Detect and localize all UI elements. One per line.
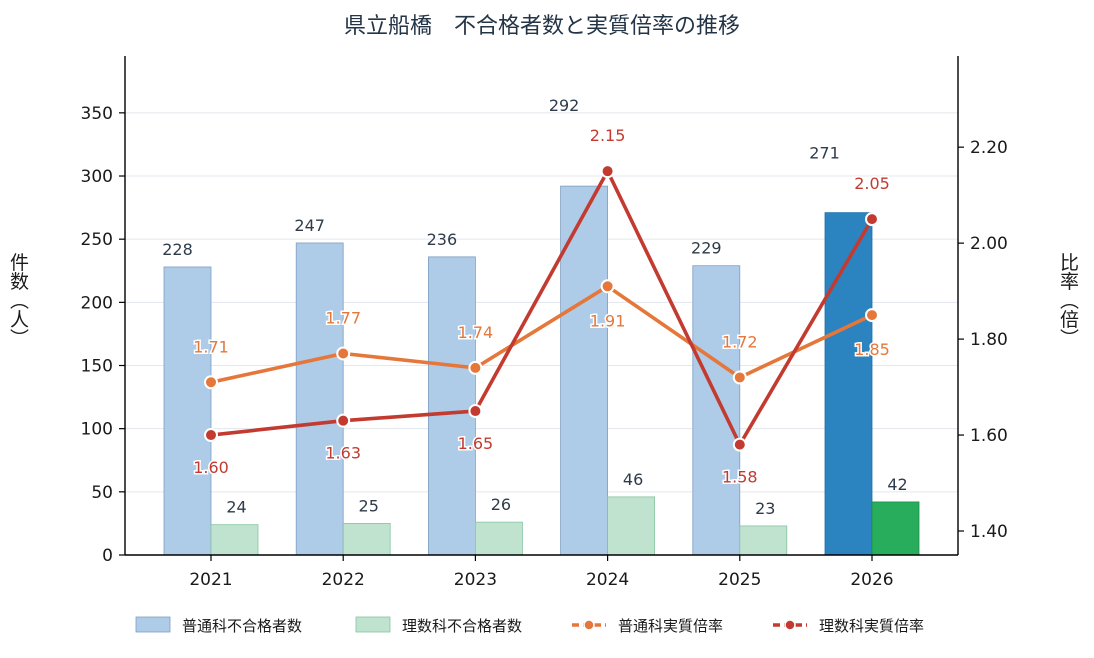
legend-swatch	[355, 616, 391, 633]
rate-general-label: 1.74	[458, 323, 494, 342]
bar-science-label: 26	[491, 495, 511, 514]
rate-general-label: 1.77	[325, 308, 361, 327]
bar-science-label: 23	[755, 499, 775, 518]
bar-science	[342, 523, 391, 556]
point-science-rate	[336, 413, 351, 428]
lines	[204, 164, 879, 452]
rate-science-label: 2.15	[590, 126, 626, 145]
rate-science-label: 1.63	[325, 444, 361, 463]
y-left-tick-label: 100	[81, 420, 113, 440]
legend-marker	[583, 619, 595, 631]
data-labels: 228 24 247 25 236 26 292 46 229 23 271 42 1.71 1.77 1.…	[162, 96, 907, 518]
rate-general-label: 1.72	[722, 332, 758, 351]
point-science-rate	[468, 404, 483, 419]
bar-science	[607, 496, 655, 556]
x-tick-label: 2022	[322, 570, 365, 590]
rate-science-label: 1.60	[193, 458, 229, 477]
y-left-tick-label: 150	[81, 357, 113, 377]
y-right-tick-label: 2.20	[970, 138, 1008, 158]
legend-label: 理数科実質倍率	[819, 617, 924, 635]
axes: 0 50 100 150 200 250 300 350 1.40 1.60 1.80 2.00 2.2…	[81, 56, 1008, 590]
y-axis-right-label: 比率（倍）	[1057, 252, 1079, 347]
chart-title: 県立船橋 不合格者数と実質倍率の推移	[344, 14, 740, 39]
legend-swatch	[135, 616, 171, 633]
point-science-rate	[204, 428, 218, 443]
legend-label: 普通科実質倍率	[618, 617, 723, 635]
bar-science-label: 46	[623, 470, 643, 489]
point-science-rate	[732, 437, 747, 452]
y-right-tick-label: 1.40	[970, 522, 1008, 542]
x-tick-label: 2026	[850, 570, 893, 590]
point-general-rate	[468, 360, 483, 375]
rate-science-label: 1.65	[458, 434, 494, 453]
bar-general	[427, 256, 476, 556]
bar-general-label: 271	[809, 144, 840, 163]
bar-general	[692, 265, 741, 556]
y-axis-left-label: 件数（人）	[7, 252, 29, 347]
bar-science	[474, 521, 523, 556]
x-tick-label: 2021	[189, 570, 232, 590]
y-left-tick-label: 300	[81, 167, 113, 187]
bar-general-label: 292	[549, 96, 580, 115]
bar-science-label: 24	[226, 498, 246, 517]
rate-science-label: 2.05	[854, 174, 890, 193]
bar-science-label: 25	[359, 496, 379, 515]
point-general-rate	[865, 308, 879, 323]
bar-science-label: 42	[887, 475, 907, 494]
bar-general-label: 228	[162, 240, 193, 259]
point-general-rate	[204, 375, 218, 390]
legend-label: 普通科不合格者数	[182, 617, 302, 635]
line-general-rate	[210, 284, 873, 385]
rate-general-label: 1.71	[193, 337, 229, 356]
point-general-rate	[600, 279, 615, 294]
bar-science	[210, 524, 259, 556]
x-tick-label: 2024	[586, 570, 629, 590]
bar-general-label: 229	[691, 239, 722, 258]
y-left-tick-label: 200	[81, 293, 113, 313]
bar-science	[871, 501, 920, 556]
point-general-rate	[336, 346, 351, 361]
x-tick-label: 2025	[718, 570, 761, 590]
bar-science	[739, 525, 788, 556]
rate-general-label: 1.85	[854, 340, 890, 359]
point-general-rate	[732, 370, 747, 385]
bars	[163, 185, 920, 556]
bar-general-label: 247	[294, 216, 325, 235]
legend-label: 理数科不合格者数	[402, 617, 522, 635]
y-right-tick-label: 1.60	[970, 426, 1008, 446]
line-science-rate	[210, 169, 874, 447]
x-tick-label: 2023	[454, 570, 497, 590]
rate-science-label: 1.58	[722, 468, 758, 487]
y-left-tick-label: 350	[81, 104, 113, 124]
y-left-tick-label: 0	[102, 546, 113, 566]
bar-general	[295, 242, 344, 556]
bar-general	[824, 212, 873, 556]
y-left-tick-label: 250	[81, 230, 113, 250]
legend-marker	[784, 619, 796, 631]
y-left-tick-label: 50	[91, 483, 113, 503]
point-science-rate	[865, 212, 879, 227]
bar-general-label: 236	[427, 230, 458, 249]
legend: 普通科不合格者数 理数科不合格者数 普通科実質倍率 理数科実質倍率	[135, 616, 924, 635]
bar-general	[163, 266, 212, 556]
point-science-rate	[600, 164, 615, 179]
y-right-tick-label: 1.80	[970, 330, 1008, 350]
y-right-tick-label: 2.00	[970, 234, 1008, 254]
rate-general-label: 1.91	[590, 311, 626, 330]
